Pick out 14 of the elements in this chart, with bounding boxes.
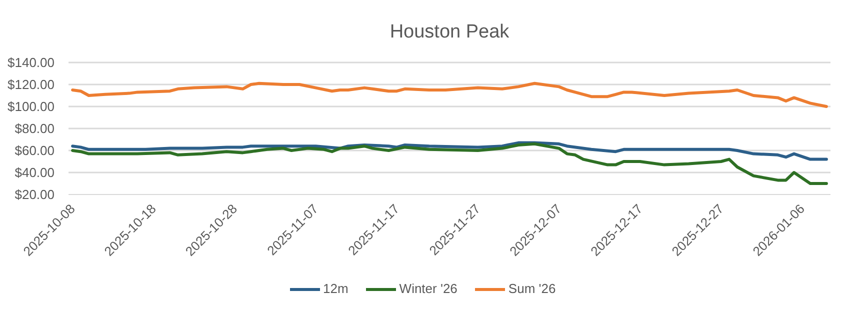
y-tick-label: $20.00 [14, 187, 55, 202]
y-tick-label: $40.00 [14, 165, 55, 180]
y-tick-label: $140.00 [8, 55, 55, 70]
y-tick-label: $80.00 [14, 121, 55, 136]
legend-label: Winter '26 [399, 281, 458, 296]
line-series [71, 142, 828, 185]
chart-title: Houston Peak [390, 22, 510, 42]
y-tick-label: $60.00 [14, 143, 55, 158]
line-series [71, 82, 828, 108]
y-tick-label: $100.00 [8, 99, 55, 114]
y-tick-label: $120.00 [8, 77, 55, 92]
legend-label: 12m [323, 281, 348, 296]
legend-label: Sum '26 [508, 281, 556, 296]
line-series [71, 141, 828, 161]
